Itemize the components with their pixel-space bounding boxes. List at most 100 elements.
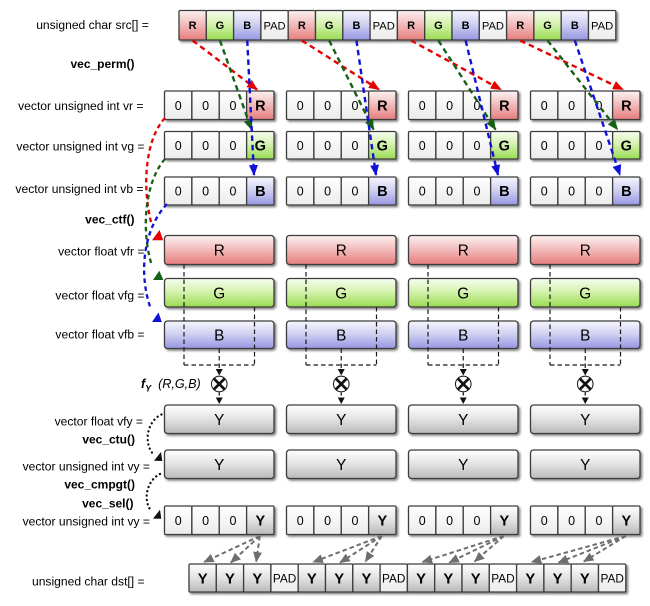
svg-text:Y: Y <box>416 571 426 587</box>
svg-text:0: 0 <box>595 139 602 153</box>
svg-text:Y: Y <box>458 412 468 429</box>
svg-text:Y: Y <box>580 571 590 587</box>
svg-text:B: B <box>580 327 590 344</box>
svg-text:0: 0 <box>175 185 182 199</box>
svg-text:B: B <box>214 327 224 344</box>
svg-text:0: 0 <box>229 514 236 528</box>
svg-text:G: G <box>621 138 632 154</box>
svg-text:0: 0 <box>297 185 304 199</box>
svg-text:PAD: PAD <box>600 571 623 585</box>
svg-text:0: 0 <box>324 185 331 199</box>
svg-text:R: R <box>458 243 469 260</box>
svg-text:vec_ctf(): vec_ctf() <box>85 213 134 227</box>
svg-text:vector unsigned int vg =: vector unsigned int vg = <box>16 140 144 154</box>
svg-text:0: 0 <box>324 139 331 153</box>
svg-text:0: 0 <box>541 185 548 199</box>
svg-text:0: 0 <box>446 139 453 153</box>
svg-text:0: 0 <box>419 185 426 199</box>
svg-text:0: 0 <box>297 139 304 153</box>
svg-text:B: B <box>352 20 360 32</box>
svg-text:0: 0 <box>446 514 453 528</box>
svg-text:PAD: PAD <box>491 571 514 585</box>
svg-text:B: B <box>336 327 346 344</box>
svg-text:B: B <box>243 20 251 32</box>
svg-text:0: 0 <box>202 514 209 528</box>
svg-text:0: 0 <box>568 99 575 113</box>
svg-text:PAD: PAD <box>273 571 296 585</box>
svg-text:0: 0 <box>175 139 182 153</box>
svg-text:0: 0 <box>541 139 548 153</box>
svg-text:Y: Y <box>621 513 631 529</box>
svg-text:0: 0 <box>473 185 480 199</box>
svg-text:0: 0 <box>419 139 426 153</box>
svg-text:R: R <box>377 98 388 114</box>
svg-text:Y: Y <box>334 571 344 587</box>
svg-text:Y: Y <box>307 571 317 587</box>
svg-text:0: 0 <box>229 139 236 153</box>
svg-text:vec_cmpgt(): vec_cmpgt() <box>64 478 135 492</box>
svg-text:PAD: PAD <box>382 571 405 585</box>
svg-text:0: 0 <box>175 514 182 528</box>
svg-text:0: 0 <box>541 514 548 528</box>
svg-text:Y: Y <box>443 571 453 587</box>
svg-text:R: R <box>580 243 591 260</box>
svg-text:B: B <box>571 20 579 32</box>
svg-text:0: 0 <box>324 514 331 528</box>
svg-text:0: 0 <box>446 185 453 199</box>
svg-text:0: 0 <box>419 99 426 113</box>
svg-text:Y: Y <box>499 513 509 529</box>
svg-text:Y: Y <box>580 457 590 474</box>
svg-text:vector unsigned int vy =: vector unsigned int vy = <box>23 460 150 474</box>
svg-text:R: R <box>298 20 306 32</box>
svg-text:R: R <box>336 243 347 260</box>
svg-text:Y: Y <box>377 513 387 529</box>
svg-text:0: 0 <box>473 139 480 153</box>
svg-text:R: R <box>407 20 415 32</box>
svg-text:0: 0 <box>297 514 304 528</box>
svg-text:B: B <box>377 184 387 200</box>
svg-text:0: 0 <box>202 139 209 153</box>
svg-text:G: G <box>255 138 266 154</box>
svg-text:Y: Y <box>214 412 224 429</box>
svg-text:0: 0 <box>229 185 236 199</box>
svg-text:vec_sel(): vec_sel() <box>82 497 133 511</box>
svg-text:B: B <box>255 184 265 200</box>
svg-text:G: G <box>377 138 388 154</box>
svg-text:Y: Y <box>336 412 346 429</box>
svg-text:G: G <box>499 138 510 154</box>
svg-text:Y: Y <box>252 571 262 587</box>
svg-text:G: G <box>216 20 225 32</box>
svg-text:R: R <box>621 98 632 114</box>
svg-text:0: 0 <box>202 99 209 113</box>
svg-text:0: 0 <box>297 99 304 113</box>
svg-text:0: 0 <box>541 99 548 113</box>
svg-text:G: G <box>543 20 552 32</box>
svg-text:vector float vfg =: vector float vfg = <box>55 289 144 303</box>
svg-text:R: R <box>499 98 510 114</box>
svg-text:R: R <box>189 20 197 32</box>
svg-text:G: G <box>457 285 469 302</box>
svg-text:Y: Y <box>553 571 563 587</box>
svg-text:0: 0 <box>351 99 358 113</box>
svg-text:vector float vfb =: vector float vfb = <box>55 328 144 342</box>
svg-text:G: G <box>213 285 225 302</box>
svg-text:fY (R,G,B): fY (R,G,B) <box>141 377 201 394</box>
svg-text:Y: Y <box>214 457 224 474</box>
svg-text:0: 0 <box>473 514 480 528</box>
svg-text:0: 0 <box>351 514 358 528</box>
svg-text:0: 0 <box>595 185 602 199</box>
svg-text:G: G <box>325 20 334 32</box>
svg-text:Y: Y <box>525 571 535 587</box>
svg-text:0: 0 <box>595 99 602 113</box>
svg-text:vector unsigned int vr =: vector unsigned int vr = <box>18 99 143 113</box>
svg-text:Y: Y <box>198 571 208 587</box>
svg-text:0: 0 <box>202 185 209 199</box>
svg-text:vec_perm(): vec_perm() <box>70 57 134 71</box>
svg-text:Y: Y <box>362 571 372 587</box>
svg-text:B: B <box>499 184 509 200</box>
svg-text:Y: Y <box>458 457 468 474</box>
svg-text:B: B <box>458 327 468 344</box>
svg-text:PAD: PAD <box>373 20 395 32</box>
svg-text:Y: Y <box>471 571 481 587</box>
svg-text:Y: Y <box>225 571 235 587</box>
